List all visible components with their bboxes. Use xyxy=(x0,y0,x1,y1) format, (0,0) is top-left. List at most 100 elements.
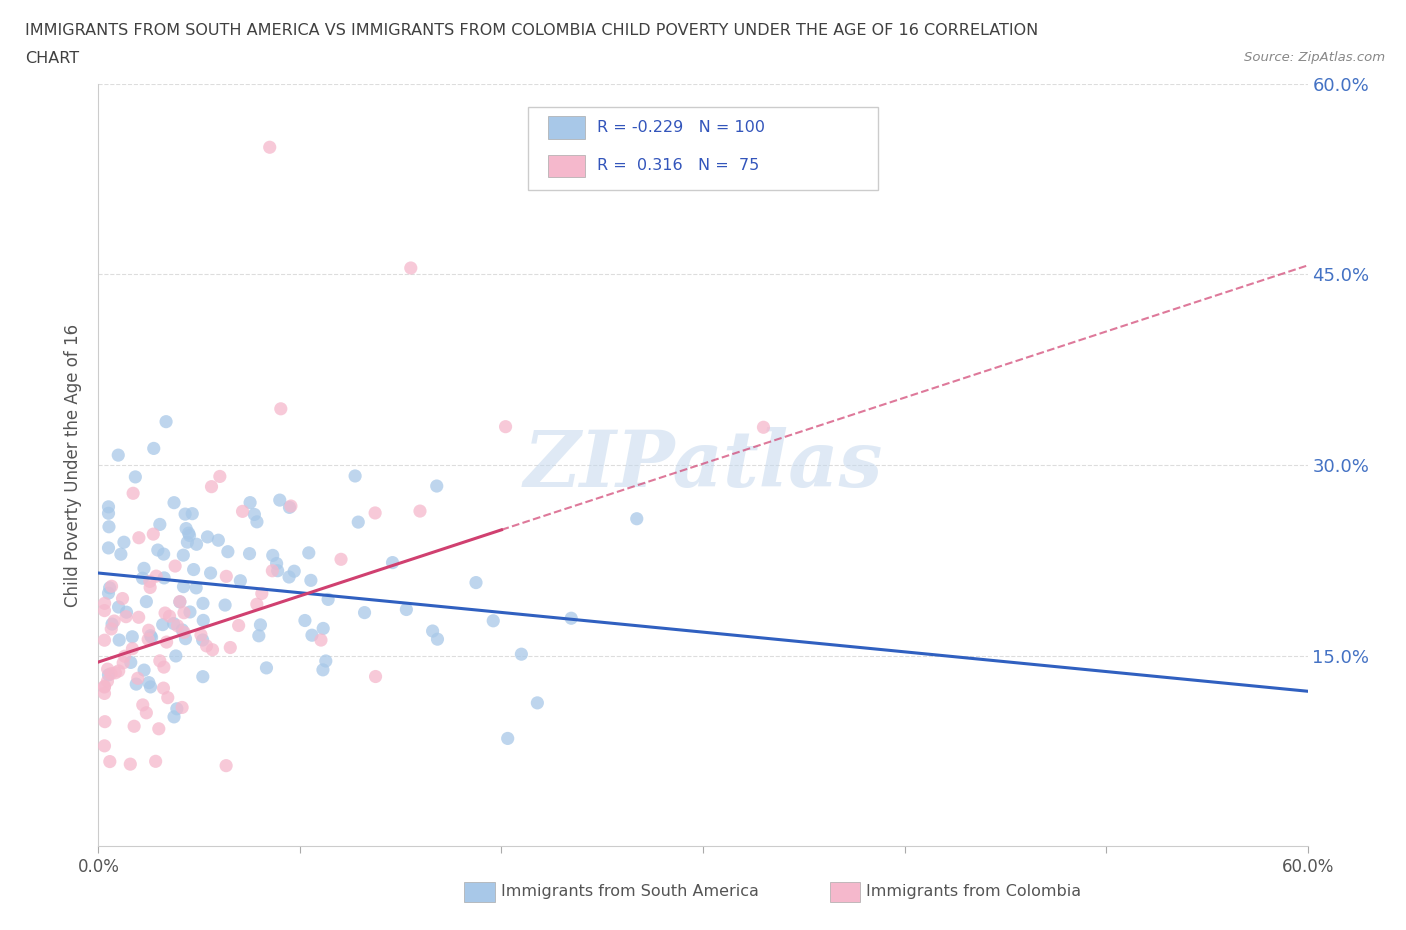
Point xyxy=(173,625,195,640)
Point xyxy=(207,533,229,548)
Point xyxy=(100,578,122,593)
Point xyxy=(104,665,127,680)
Point xyxy=(139,680,162,695)
Point xyxy=(181,506,204,521)
Point xyxy=(121,630,143,644)
Point xyxy=(128,530,150,545)
Point xyxy=(98,580,121,595)
Point xyxy=(155,414,177,429)
Point xyxy=(115,609,138,624)
Point xyxy=(197,529,219,544)
Point xyxy=(299,573,322,588)
Point xyxy=(107,447,129,462)
Point xyxy=(231,504,253,519)
Point xyxy=(278,569,301,584)
Point xyxy=(266,556,288,571)
Point xyxy=(465,575,488,590)
Point xyxy=(149,517,172,532)
Point xyxy=(169,594,191,609)
Point xyxy=(163,710,186,724)
Point xyxy=(142,526,165,541)
Point xyxy=(145,568,167,583)
Point xyxy=(127,671,149,685)
Point xyxy=(228,618,250,633)
Point xyxy=(172,622,194,637)
Point xyxy=(97,586,120,601)
Point xyxy=(146,542,169,557)
Point xyxy=(301,628,323,643)
Point xyxy=(132,663,155,678)
Point xyxy=(162,616,184,631)
Point xyxy=(186,580,208,595)
Point xyxy=(173,579,195,594)
Point xyxy=(110,547,132,562)
Point xyxy=(98,754,121,769)
Point xyxy=(510,646,533,661)
Point xyxy=(97,668,120,683)
Point xyxy=(312,662,335,677)
Point xyxy=(152,681,174,696)
Point xyxy=(156,690,179,705)
Point xyxy=(111,591,134,606)
Point xyxy=(125,677,148,692)
Point xyxy=(97,499,120,514)
Point xyxy=(152,547,174,562)
Point xyxy=(120,757,142,772)
Point xyxy=(141,630,163,644)
Point xyxy=(132,698,155,712)
Point xyxy=(93,686,115,701)
Point xyxy=(214,598,236,613)
Point xyxy=(166,618,188,633)
Point xyxy=(215,569,238,584)
Point xyxy=(122,719,145,734)
Bar xyxy=(548,116,585,140)
Point xyxy=(426,631,449,646)
Point xyxy=(148,722,170,737)
Point xyxy=(135,594,157,609)
Point xyxy=(246,597,269,612)
Point xyxy=(364,506,387,521)
Point xyxy=(135,705,157,720)
Point xyxy=(426,479,449,494)
Point xyxy=(172,700,194,715)
Point xyxy=(177,525,200,540)
Point xyxy=(238,546,260,561)
Point xyxy=(112,535,135,550)
Text: Source: ZipAtlas.com: Source: ZipAtlas.com xyxy=(1244,51,1385,64)
Point xyxy=(409,504,432,519)
Point xyxy=(176,535,198,550)
Point xyxy=(153,659,176,674)
Point xyxy=(138,675,160,690)
Point xyxy=(174,521,197,536)
Point xyxy=(262,564,284,578)
Point xyxy=(200,479,222,494)
Point xyxy=(243,507,266,522)
Point xyxy=(191,670,214,684)
Point xyxy=(309,632,332,647)
Point xyxy=(122,485,145,500)
Text: Immigrants from South America: Immigrants from South America xyxy=(501,884,758,899)
Text: R = -0.229   N = 100: R = -0.229 N = 100 xyxy=(596,120,765,135)
Point xyxy=(112,656,135,671)
Point xyxy=(298,545,321,560)
Point xyxy=(183,562,205,577)
Point xyxy=(191,632,214,647)
Point xyxy=(190,628,212,643)
Point xyxy=(114,649,136,664)
Point xyxy=(256,660,278,675)
Point xyxy=(186,537,208,551)
Point xyxy=(174,631,197,646)
Point xyxy=(101,617,124,631)
Point xyxy=(107,663,129,678)
Text: R =  0.316   N =  75: R = 0.316 N = 75 xyxy=(596,158,759,173)
Point xyxy=(247,629,270,644)
Bar xyxy=(548,154,585,178)
Point xyxy=(344,469,367,484)
Point xyxy=(169,594,191,609)
Point xyxy=(165,648,187,663)
Point xyxy=(496,731,519,746)
Point xyxy=(93,680,115,695)
Point xyxy=(97,540,120,555)
Point xyxy=(136,631,159,646)
Point xyxy=(145,754,167,769)
